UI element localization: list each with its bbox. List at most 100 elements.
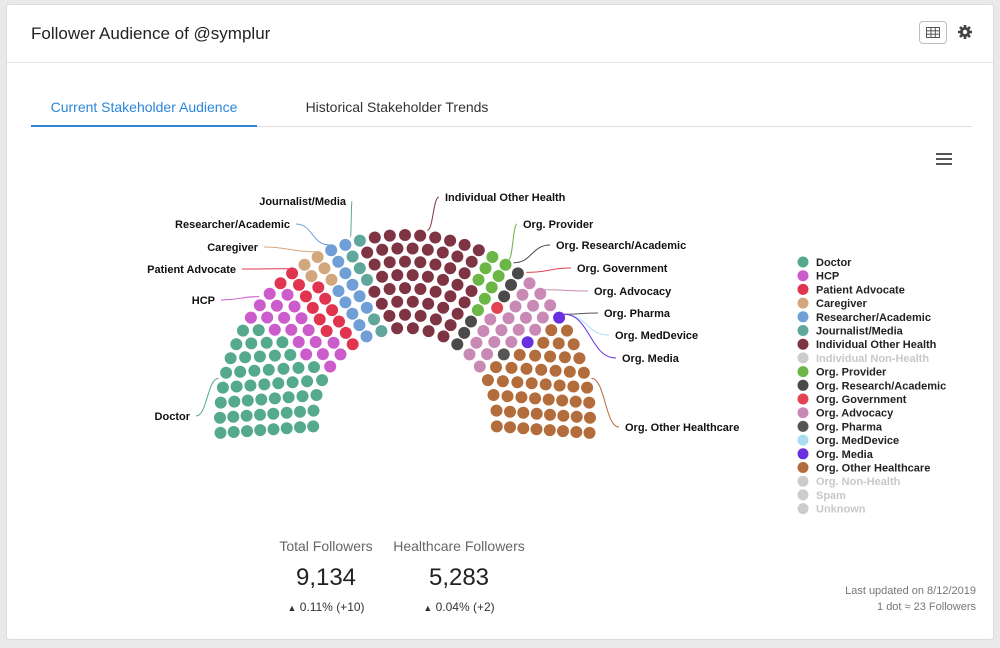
dot-doctor[interactable] bbox=[294, 405, 306, 418]
dot-individual-other-health[interactable] bbox=[391, 322, 404, 335]
dot-org-other-healthcare[interactable] bbox=[557, 425, 569, 438]
dot-doctor[interactable] bbox=[241, 425, 253, 438]
dot-doctor[interactable] bbox=[230, 380, 243, 393]
dot-patient-advocate[interactable] bbox=[339, 326, 352, 339]
dot-individual-other-health[interactable] bbox=[451, 307, 464, 320]
dot-doctor[interactable] bbox=[248, 364, 261, 377]
dot-individual-other-health[interactable] bbox=[436, 246, 449, 259]
dot-individual-other-health[interactable] bbox=[437, 330, 450, 343]
dot-hcp[interactable] bbox=[285, 323, 298, 336]
dot-org-media[interactable] bbox=[521, 336, 534, 349]
dot-org-other-healthcare[interactable] bbox=[496, 375, 509, 388]
dot-patient-advocate[interactable] bbox=[293, 278, 305, 291]
dot-individual-other-health[interactable] bbox=[465, 255, 478, 268]
legend-item[interactable]: Org. Pharma bbox=[816, 421, 883, 433]
dot-individual-other-health[interactable] bbox=[406, 242, 419, 255]
dot-org-other-healthcare[interactable] bbox=[583, 426, 596, 439]
dot-hcp[interactable] bbox=[268, 323, 281, 336]
dot-doctor[interactable] bbox=[244, 379, 257, 392]
dot-org-advocacy[interactable] bbox=[512, 323, 525, 336]
legend-marker[interactable] bbox=[797, 338, 809, 350]
dot-doctor[interactable] bbox=[214, 426, 227, 439]
dot-org-other-healthcare[interactable] bbox=[573, 352, 586, 365]
dot-doctor[interactable] bbox=[239, 351, 252, 364]
dot-individual-other-health[interactable] bbox=[429, 313, 442, 326]
legend-item[interactable]: Spam bbox=[816, 490, 846, 502]
dot-hcp[interactable] bbox=[270, 299, 283, 312]
dot-org-other-healthcare[interactable] bbox=[549, 364, 562, 377]
dot-doctor[interactable] bbox=[316, 374, 329, 387]
legend-item[interactable]: Individual Non-Health bbox=[816, 353, 929, 365]
dot-doctor[interactable] bbox=[310, 389, 323, 401]
dot-doctor[interactable] bbox=[245, 337, 258, 350]
dot-org-other-healthcare[interactable] bbox=[537, 336, 550, 349]
dot-doctor[interactable] bbox=[234, 365, 247, 378]
dot-org-advocacy[interactable] bbox=[470, 336, 483, 349]
dot-journalist-media[interactable] bbox=[353, 262, 366, 275]
dot-org-provider[interactable] bbox=[471, 304, 484, 317]
legend-item[interactable]: Unknown bbox=[816, 504, 866, 516]
dot-journalist-media[interactable] bbox=[346, 250, 359, 263]
dot-org-other-healthcare[interactable] bbox=[545, 324, 558, 337]
legend-marker[interactable] bbox=[797, 311, 809, 323]
dot-journalist-media[interactable] bbox=[353, 234, 366, 247]
dot-individual-other-health[interactable] bbox=[422, 325, 435, 338]
dot-hcp[interactable] bbox=[253, 299, 266, 312]
dot-doctor[interactable] bbox=[277, 362, 290, 375]
dot-doctor[interactable] bbox=[240, 409, 253, 422]
dot-doctor[interactable] bbox=[294, 421, 306, 434]
dot-doctor[interactable] bbox=[272, 377, 285, 390]
dot-doctor[interactable] bbox=[268, 392, 281, 405]
dot-researcher-academic[interactable] bbox=[353, 319, 366, 332]
dot-individual-other-health[interactable] bbox=[414, 309, 427, 322]
legend-marker[interactable] bbox=[797, 489, 809, 501]
dot-journalist-media[interactable] bbox=[361, 273, 373, 286]
legend-item[interactable]: Org. Media bbox=[816, 449, 874, 461]
dot-org-other-healthcare[interactable] bbox=[558, 351, 571, 364]
legend-marker[interactable] bbox=[797, 366, 809, 378]
dot-org-other-healthcare[interactable] bbox=[490, 420, 503, 433]
dot-individual-other-health[interactable] bbox=[391, 242, 404, 255]
dot-org-other-healthcare[interactable] bbox=[535, 363, 548, 376]
dot-doctor[interactable] bbox=[237, 324, 249, 337]
legend-item[interactable]: Org. Advocacy bbox=[816, 408, 894, 420]
dot-individual-other-health[interactable] bbox=[437, 273, 449, 286]
dot-journalist-media[interactable] bbox=[375, 325, 388, 338]
dot-individual-other-health[interactable] bbox=[444, 262, 457, 275]
dot-journalist-media[interactable] bbox=[368, 313, 381, 326]
dot-doctor[interactable] bbox=[241, 394, 254, 407]
dot-org-other-healthcare[interactable] bbox=[544, 350, 557, 363]
dot-doctor[interactable] bbox=[282, 391, 295, 404]
dot-individual-other-health[interactable] bbox=[444, 290, 457, 303]
dot-doctor[interactable] bbox=[296, 390, 309, 403]
dot-hcp[interactable] bbox=[334, 348, 347, 361]
dot-hcp[interactable] bbox=[281, 288, 294, 301]
dot-org-provider[interactable] bbox=[478, 292, 491, 305]
dot-individual-other-health[interactable] bbox=[458, 267, 471, 280]
legend-item[interactable]: Individual Other Health bbox=[816, 339, 937, 351]
dot-individual-other-health[interactable] bbox=[451, 278, 464, 291]
dot-doctor[interactable] bbox=[284, 348, 297, 361]
dot-org-other-healthcare[interactable] bbox=[543, 424, 556, 437]
dot-patient-advocate[interactable] bbox=[306, 301, 319, 314]
dot-org-provider[interactable] bbox=[472, 273, 485, 286]
legend-marker[interactable] bbox=[797, 256, 809, 268]
dot-org-other-healthcare[interactable] bbox=[505, 361, 518, 374]
dot-hcp[interactable] bbox=[244, 311, 257, 324]
dot-individual-other-health[interactable] bbox=[375, 297, 388, 310]
legend-marker[interactable] bbox=[797, 379, 809, 391]
dot-individual-other-health[interactable] bbox=[429, 285, 442, 298]
dot-doctor[interactable] bbox=[280, 406, 293, 419]
legend-item[interactable]: Org. Other Healthcare bbox=[816, 463, 930, 475]
dot-org-other-healthcare[interactable] bbox=[501, 390, 514, 403]
dot-org-provider[interactable] bbox=[499, 258, 512, 271]
dot-doctor[interactable] bbox=[255, 393, 268, 406]
dot-org-other-healthcare[interactable] bbox=[552, 337, 565, 350]
dot-individual-other-health[interactable] bbox=[444, 319, 457, 332]
legend-item[interactable]: Org. MedDevice bbox=[816, 435, 899, 447]
legend-marker[interactable] bbox=[797, 352, 809, 364]
dot-researcher-academic[interactable] bbox=[353, 290, 366, 303]
dot-org-other-healthcare[interactable] bbox=[542, 393, 555, 406]
dot-org-government[interactable] bbox=[491, 301, 504, 314]
legend-item[interactable]: Researcher/Academic bbox=[816, 312, 931, 324]
